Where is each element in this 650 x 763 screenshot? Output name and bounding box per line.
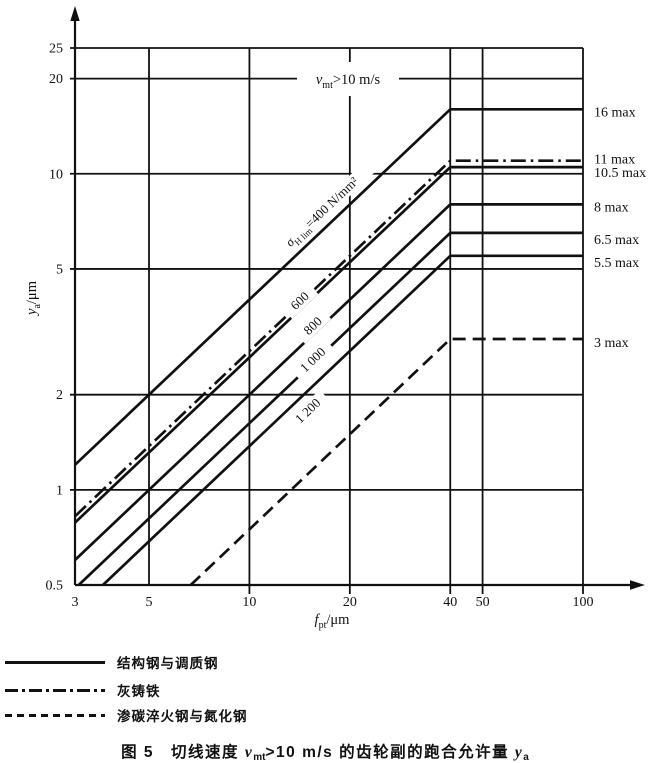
legend-item-structural-steel: 结构钢与调质钢 xyxy=(5,652,650,672)
y-tick-label: 20 xyxy=(49,72,63,87)
series-sigma-400 xyxy=(74,107,583,466)
x-tick-label: 10 xyxy=(242,595,256,610)
inline-label-mask xyxy=(291,338,335,382)
annotation-text: vmt>10 m/s xyxy=(316,72,381,91)
legend: 结构钢与调质钢 灰铸铁 渗碳淬火钢与氮化钢 xyxy=(0,652,650,725)
y-axis-arrow-icon xyxy=(70,6,80,21)
legend-item-grey-cast-iron: 灰铸铁 xyxy=(5,680,650,700)
legend-line-solid-icon xyxy=(5,660,105,664)
legend-label-structural-steel: 结构钢与调质钢 xyxy=(117,656,219,671)
y-tick-label: 25 xyxy=(49,42,63,57)
var-subscript: pt xyxy=(319,620,327,631)
x-axis-title: fpt/μm xyxy=(315,612,351,631)
svg-text:ya/μm: ya/μm xyxy=(24,280,43,317)
figure-caption: 图 5 切线速度 vmt>10 m/s 的齿轮副的跑合允许量 ya xyxy=(0,740,650,763)
series-inline-label-sigma-1000: 1 000 xyxy=(291,338,335,382)
legend-line-dashed-icon xyxy=(5,713,105,717)
caption-part: v xyxy=(244,744,254,761)
max-label-sigma-800: 8 max xyxy=(594,200,629,215)
inline-label-text: σH lim=400 N/mm² xyxy=(282,174,363,252)
max-label-sigma-1200: 5.5 max xyxy=(594,256,639,271)
x-tick-label: 50 xyxy=(476,595,490,610)
series-carburized-nitrided xyxy=(189,337,583,586)
caption-part: a xyxy=(523,752,529,763)
max-label-carburized-nitrided: 3 max xyxy=(594,336,629,351)
series-sigma-1200 xyxy=(101,254,583,586)
x-axis-arrow-icon xyxy=(630,580,645,590)
x-tick-label: 100 xyxy=(573,595,594,610)
label-text: /μm xyxy=(326,612,350,628)
series-sigma-1000 xyxy=(77,231,583,586)
y-tick-label: 5 xyxy=(56,262,63,277)
vmt-annotation: vmt>10 m/s xyxy=(297,62,399,96)
legend-label-grey-cast-iron: 灰铸铁 xyxy=(117,684,161,699)
inline-label-mask xyxy=(294,308,332,344)
var-symbol: v xyxy=(316,72,323,88)
max-label-sigma-400: 16 max xyxy=(594,105,636,120)
series-inline-label-sigma-600: 600 xyxy=(281,283,319,319)
label-text: /μm xyxy=(24,280,40,304)
x-tick-label: 3 xyxy=(72,595,79,610)
caption-part: y xyxy=(514,744,524,761)
y-axis-title: ya/μm xyxy=(24,280,43,317)
inline-label-mask xyxy=(286,389,330,433)
y-tick-label: 10 xyxy=(49,167,63,182)
var-symbol: f xyxy=(315,612,321,628)
x-tick-label: 20 xyxy=(343,595,357,610)
series-sigma-600 xyxy=(74,165,583,524)
legend-item-carburized-nitrided: 渗碳淬火钢与氮化钢 xyxy=(5,705,650,725)
var-symbol: y xyxy=(24,308,40,317)
caption-part: >10 m/s 的齿轮副的跑合允许量 xyxy=(265,744,515,761)
caption-part: mt xyxy=(253,752,266,763)
legend-line-dashdot-icon xyxy=(5,688,105,692)
max-label-grey-cast-iron: 11 max xyxy=(594,153,635,168)
series-inline-label-sigma-1200: 1 200 xyxy=(286,389,330,433)
caption-part: 图 5 切线速度 xyxy=(121,744,245,761)
series-sigma-800 xyxy=(74,203,583,561)
var-subscript: mt xyxy=(322,80,333,91)
ticks xyxy=(248,585,584,594)
y-tick-label: 2 xyxy=(56,388,63,403)
x-tick-label: 5 xyxy=(146,595,153,610)
label-text: >10 m/s xyxy=(333,72,381,88)
series-grey-cast-iron xyxy=(74,159,583,518)
inline-label-mask xyxy=(281,283,319,319)
annotation-mask xyxy=(297,62,399,96)
series-inline-label-sigma-800: 800 xyxy=(294,308,332,344)
max-label-sigma-600: 10.5 max xyxy=(594,166,646,181)
y-tick-label: 1 xyxy=(56,483,63,498)
max-label-sigma-1000: 6.5 max xyxy=(594,233,639,248)
inline-label-mask xyxy=(267,159,377,265)
var-subscript: a xyxy=(32,304,43,309)
legend-label-carburized-nitrided: 渗碳淬火钢与氮化钢 xyxy=(117,709,248,724)
y-tick-label: 0.5 xyxy=(46,579,64,594)
axes xyxy=(73,16,633,587)
x-tick-label: 40 xyxy=(443,595,457,610)
